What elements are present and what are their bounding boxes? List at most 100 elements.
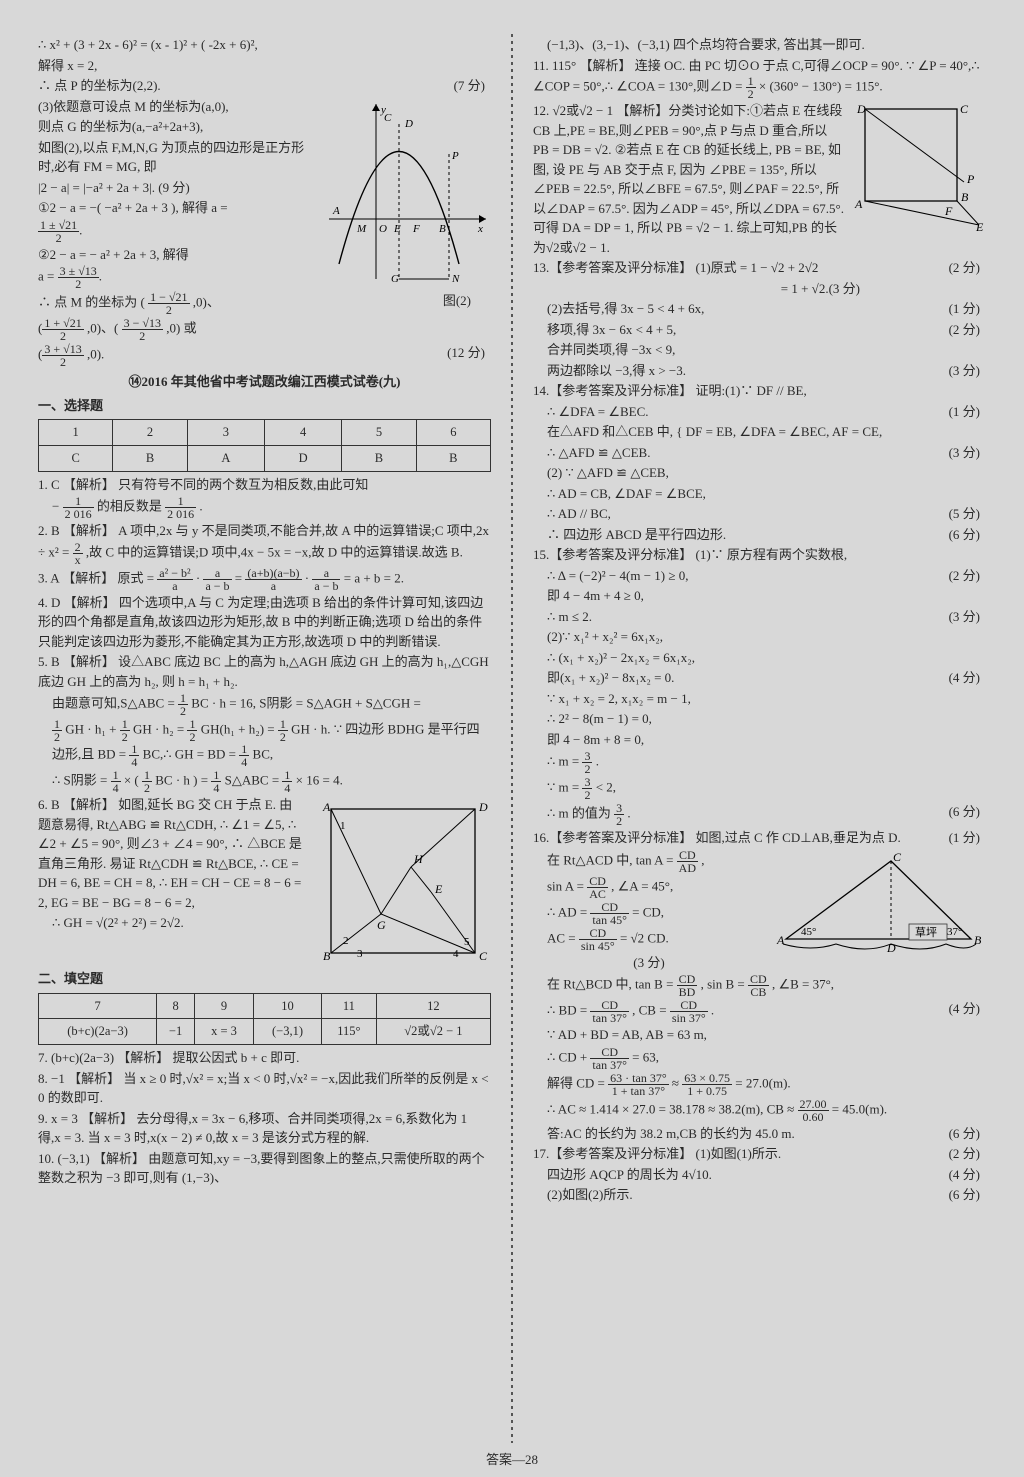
fraction: 1 ± √212 [38, 219, 79, 244]
svg-text:B: B [961, 190, 969, 204]
fraction: 3 ± √132 [58, 265, 99, 290]
fraction: (a+b)(a−b)a [245, 567, 301, 592]
left-column: ∴ x² + (3 + 2x - 6)² = (x - 1)² + ( -2x … [38, 34, 491, 1443]
text: 答:AC 的长约为 38.2 m,CB 的长约为 45.0 m. (6 分) [533, 1124, 986, 1144]
round-title: ⑭2016 年其他省中考试题改编江西模式试卷(九) [38, 372, 491, 392]
fraction: 3 + √132 [42, 343, 83, 368]
section-title: 一、选择题 [38, 396, 491, 416]
right-triangle-figure: D C A B P F E [851, 101, 986, 231]
svg-text:A: A [854, 197, 863, 211]
svg-text:N: N [451, 273, 460, 284]
text: (2)∵ x₁² + x₂² = 6x₁x₂, [533, 627, 986, 647]
text: 在△AFD 和△CEB 中, { DF = EB, ∠DFA = ∠BEC, A… [533, 422, 986, 442]
svg-text:A: A [776, 933, 785, 947]
fraction: 1 + √212 [42, 317, 83, 342]
svg-text:G: G [377, 918, 386, 932]
svg-text:P: P [966, 172, 975, 186]
text: 即 4 − 4m + 4 ≥ 0, [533, 586, 986, 606]
fraction: 1 − √212 [148, 291, 189, 316]
svg-text:1: 1 [340, 820, 346, 832]
svg-text:45°: 45° [801, 926, 816, 938]
text: ∴ ∠DFA = ∠BEC.(1 分) [533, 402, 986, 422]
text: 12 GH · h₁ + 12 GH · h₂ = 12 GH(h₁ + h₂)… [38, 718, 491, 768]
parabola-figure: C D P A M O E F B x y G N [321, 99, 491, 284]
svg-text:2: 2 [343, 935, 349, 947]
q10: 10. (−3,1) 【解析】 由题意可知,xy = −3,要得到图象上的整点,… [38, 1149, 491, 1188]
text: ∴ AD = CB, ∠DAF = ∠BCE, [533, 484, 986, 504]
q7: 7. (b+c)(2a−3) 【解析】 提取公因式 b + c 即可. [38, 1048, 491, 1068]
column-divider [511, 34, 513, 1443]
text: ∴ x² + (3 + 2x - 6)² = (x - 1)² + ( -2x … [38, 35, 491, 55]
text: ∴ BD = CDtan 37° , CB = CDsin 37° . (4 分… [533, 999, 986, 1024]
svg-text:x: x [477, 223, 483, 235]
text: ∵ AD + BD = AB, AB = 63 m, [533, 1025, 986, 1045]
text: ∴ m ≤ 2.(3 分) [533, 607, 986, 627]
q3: 3. A 【解析】 原式 = a² − b²a · aa − b = (a+b)… [38, 567, 491, 592]
text: (2) ∵ △AFD ≌ △CEB, [533, 463, 986, 483]
text: (2)如图(2)所示.(6 分) [533, 1185, 986, 1205]
text: ∴ 点 P 的坐标为(2,2). [38, 78, 161, 93]
svg-text:B: B [974, 933, 982, 947]
section-title: 二、填空题 [38, 969, 491, 989]
fraction: a² − b²a [157, 567, 192, 592]
text: ∴ m 的值为 32 . (6 分) [533, 802, 986, 827]
text: (1 + √212 ,0)、( 3 − √132 ,0) 或 [38, 317, 491, 342]
text: (2)去括号,得 3x − 5 < 4 + 6x,(1 分) [533, 299, 986, 319]
fraction: aa − b [312, 567, 340, 592]
text: 四边形 AQCP 的周长为 4√10.(4 分) [533, 1165, 986, 1185]
svg-text:A: A [322, 800, 331, 814]
text: ∴ 点 M 的坐标为 ( 1 − √212 ,0)、 图(2) [38, 291, 491, 316]
text: ∴ S阴影 = 14 × ( 12 BC · h ) = 14 S△ABC = … [38, 769, 491, 794]
q5: 5. B 【解析】 设△ABC 底边 BC 上的高为 h,△AGH 底边 GH … [38, 652, 491, 691]
page-footer: 答案—28 [0, 1450, 1024, 1470]
svg-text:y: y [380, 104, 386, 116]
svg-text:B: B [439, 223, 446, 235]
text: ∴ CD + CDtan 37° = 63, [533, 1046, 986, 1071]
text: 解得 x = 2, [38, 56, 491, 76]
q4: 4. D 【解析】 四个选项中,A 与 C 为定理;由选项 B 给出的条件计算可… [38, 593, 491, 652]
svg-text:D: D [856, 102, 866, 116]
text: ∵ m = 32 < 2, [533, 776, 986, 801]
page: ∴ x² + (3 + 2x - 6)² = (x - 1)² + ( -2x … [38, 34, 986, 1443]
svg-text:E: E [434, 882, 443, 896]
fraction: 12 016 [165, 495, 196, 520]
table-row: 12 34 56 [39, 420, 491, 446]
svg-text:D: D [404, 118, 413, 130]
text: 两边都除以 −3,得 x > −3.(3 分) [533, 361, 986, 381]
svg-text:M: M [356, 223, 367, 235]
text: (−1,3)、(3,−1)、(−3,1) 四个点均符合要求, 答出其一即可. [533, 35, 986, 55]
blank-table: 78 910 1112 (b+c)(2a−3)−1 x = 3(−3,1) 11… [38, 993, 491, 1046]
text: 解得 CD = 63 · tan 37°1 + tan 37° ≈ 63 × 0… [533, 1072, 986, 1097]
svg-text:3: 3 [357, 948, 363, 960]
svg-text:O: O [379, 223, 387, 235]
fraction: 12 016 [63, 495, 94, 520]
text: = 1 + √2. (3 分) [533, 279, 986, 299]
fraction: 3 − √132 [122, 317, 163, 342]
text: ∴ AC ≈ 1.414 × 27.0 = 38.178 ≈ 38.2(m), … [533, 1098, 986, 1123]
q13: 13.【参考答案及评分标准】 (1)原式 = 1 − √2 + 2√2 (2 分… [533, 258, 986, 278]
svg-text:P: P [451, 150, 459, 162]
q11: 11. 115° 【解析】 连接 OC. 由 PC 切⊙O 于点 C,可得∠OC… [533, 56, 986, 101]
svg-text:F: F [944, 204, 953, 218]
svg-text:C: C [893, 850, 902, 864]
score: (2 分) [949, 258, 980, 278]
figure-caption: 图(2) [443, 291, 471, 311]
svg-text:E: E [975, 220, 984, 231]
text: ∴ (x₁ + x₂)² − 2x₁x₂ = 6x₁x₂, [533, 648, 986, 668]
svg-text:5: 5 [464, 936, 470, 948]
svg-text:E: E [393, 223, 401, 235]
right-column: (−1,3)、(3,−1)、(−3,1) 四个点均符合要求, 答出其一即可. 1… [533, 34, 986, 1443]
lawn-figure: A B C D 45° 37° 草坪 [771, 849, 986, 964]
svg-text:D: D [478, 800, 488, 814]
q16: 16.【参考答案及评分标准】 如图,过点 C 作 CD⊥AB,垂足为点 D. (… [533, 828, 986, 848]
q2: 2. B 【解析】 A 项中,2x 与 y 不是同类项,不能合并,故 A 中的运… [38, 521, 491, 566]
text: − 12 016 的相反数是 12 016 . [38, 495, 491, 520]
text: (3 + √132 ,0). (12 分) [38, 343, 491, 368]
table-row: 78 910 1112 [39, 993, 491, 1019]
q14: 14.【参考答案及评分标准】 证明:(1)∵ DF // BE, [533, 381, 986, 401]
q15: 15.【参考答案及评分标准】 (1)∵ 原方程有两个实数根, [533, 545, 986, 565]
score: (3 分) [829, 279, 860, 299]
text: ∵ x₁ + x₂ = 2, x₁x₂ = m − 1, [533, 689, 986, 709]
text: ∴ △AFD ≌ △CEB.(3 分) [533, 443, 986, 463]
text: 移项,得 3x − 6x < 4 + 5,(2 分) [533, 320, 986, 340]
